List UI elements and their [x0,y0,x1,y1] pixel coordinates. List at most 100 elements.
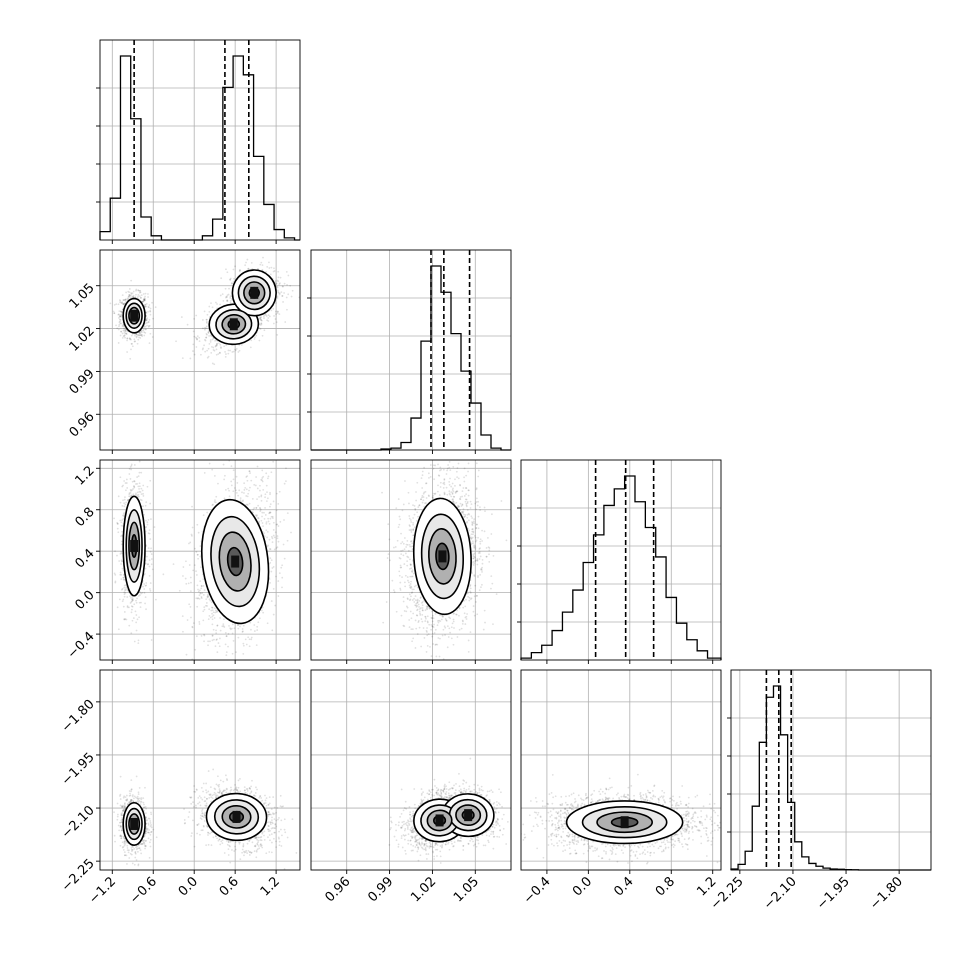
sample-point [144,563,147,565]
sample-point [259,263,262,266]
sample-point [307,506,309,508]
sample-point [219,343,222,346]
sample-point [119,552,122,555]
sample-point [120,543,123,546]
sample-point [125,333,128,335]
sample-point [199,592,202,594]
sample-point [128,495,130,498]
sample-point [214,611,217,614]
sample-point [266,491,268,494]
sample-point [142,329,144,332]
sample-point [252,511,254,514]
sample-point [119,300,122,302]
sample-point [256,268,259,270]
sample-point [132,296,134,299]
sample-point [463,432,465,434]
sample-point [233,627,236,630]
sample-point [278,572,281,575]
sample-point [142,298,145,301]
sample-point [215,629,217,632]
sample-point [261,469,264,472]
sample-point [209,640,211,643]
sample-point [215,611,218,613]
panels-layer: 0.960.991.021.05−0.40.00.40.81.2−2.25−2.… [59,39,932,913]
sample-point [140,294,143,297]
sample-point [211,623,214,626]
sample-point [124,496,126,499]
sample-point [269,557,272,560]
sample-point [277,310,279,313]
sample-point [124,329,127,332]
sample-point [118,325,120,328]
sample-point [221,625,224,628]
sample-point [128,473,131,475]
sample-point [137,293,140,296]
sample-point [119,314,121,317]
sample-point [214,609,217,612]
sample-point [131,608,133,611]
sample-point [260,319,263,322]
sample-point [131,595,134,598]
sample-point [196,553,199,556]
sample-point [122,335,125,338]
sample-point [202,610,205,613]
sample-point [150,547,152,550]
sample-point [191,505,193,508]
sample-point [215,343,218,345]
sample-point [196,338,198,341]
sample-point [276,535,279,537]
sample-point [147,310,149,313]
sample-point [268,548,271,550]
sample-point [207,644,209,647]
sample-point [135,601,138,604]
sample-point [242,652,245,655]
sample-point [207,332,210,334]
sample-point [231,282,233,285]
sample-point [120,330,123,333]
sample-point [125,332,128,335]
sample-point [118,318,121,321]
sample-point [258,507,261,509]
sample-point [260,319,263,322]
sample-point [227,487,230,490]
sample-point [275,285,278,288]
sample-point [231,632,234,635]
sample-point [119,315,122,318]
sample-point [148,574,151,577]
sample-point [228,489,230,492]
sample-point [135,289,137,292]
sample-point [202,594,205,596]
sample-point [128,337,131,340]
sample-point [122,576,125,579]
sample-point [145,322,147,324]
sample-point [283,292,286,294]
sample-point [132,294,135,297]
sample-point [113,312,116,315]
sample-point [126,337,129,340]
sample-point [261,479,263,482]
sample-point [120,302,123,304]
sample-point [203,640,205,643]
sample-point [272,566,275,568]
sample-point [262,315,265,318]
panel-frame [520,459,722,661]
sample-point [122,324,125,327]
sample-point [225,654,228,657]
sample-point [225,268,227,271]
sample-point [125,478,128,481]
sample-point [271,515,274,518]
sample-point [145,582,148,584]
sample-point [198,623,201,625]
sample-point [143,298,146,301]
sample-point [127,290,130,293]
sample-point [147,320,150,323]
sample-point [275,313,277,316]
sample-point [139,606,142,609]
sample-point [120,540,123,543]
sample-point [216,342,219,345]
sample-point [223,478,226,481]
sample-point [199,592,202,595]
panel-content [113,460,309,660]
sample-point [258,327,261,329]
sample-point [189,357,192,360]
